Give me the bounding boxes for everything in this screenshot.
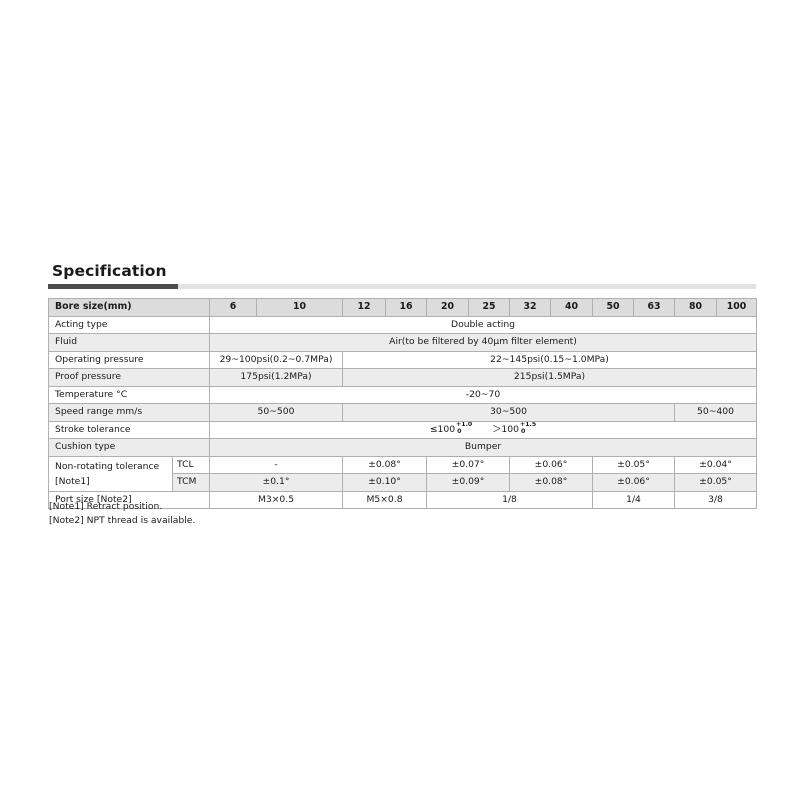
row-label: Acting type (48, 315, 210, 334)
row-label: Temperature °C (48, 385, 210, 404)
footnotes: [Note1] Retract position. [Note2] NPT th… (49, 500, 195, 527)
column-header-bore-100: 100 (716, 298, 757, 317)
column-header-bore-80: 80 (674, 298, 717, 317)
column-header-bore-40: 40 (550, 298, 593, 317)
column-header-bore-50: 50 (592, 298, 634, 317)
cell-value: ±0.04° (674, 455, 757, 474)
cell-value: ±0.05° (592, 455, 675, 474)
cell-value: 3/8 (674, 490, 757, 509)
cell-value: Bumper (209, 438, 757, 457)
cell-value: ±0.1° (209, 473, 343, 492)
footnote-1: [Note1] Retract position. (49, 501, 163, 512)
cell-value: 50~500 (209, 403, 343, 422)
row-label: Speed range mm/s (48, 403, 210, 422)
title-underline-rule (48, 284, 756, 289)
cell-value: ±0.09° (426, 473, 510, 492)
cell-value: ±0.05° (674, 473, 757, 492)
cell-value: 50~400 (674, 403, 757, 422)
cell-value: ±0.08° (342, 455, 427, 474)
column-header-bore-12: 12 (342, 298, 386, 317)
specification-table: Bore size(mm) 6 10 12 16 20 25 32 40 50 63 80 100 Act… (48, 298, 757, 509)
cell-value: - (209, 455, 343, 474)
table-row: Speed range mm/s 50~500 30~500 50~400 (48, 403, 757, 422)
specification-title-block: Specification (48, 262, 756, 289)
page-title: Specification (52, 262, 167, 280)
table-row: Acting type Double acting (48, 315, 757, 334)
cell-value: ±0.06° (592, 473, 675, 492)
non-rotating-label-line1: Non-rotating tolerance (55, 460, 160, 472)
column-header-bore-size: Bore size(mm) (48, 298, 210, 317)
table-row: Temperature °C -20~70 (48, 385, 757, 404)
footnote-2: [Note2] NPT thread is available. (49, 514, 196, 526)
row-label: Fluid (48, 333, 210, 352)
cell-value: 22~145psi(0.15~1.0MPa) (342, 350, 757, 369)
table-row: Proof pressure 175psi(1.2MPa) 215psi(1.5MP… (48, 368, 757, 387)
table-row: Stroke tolerance ≤100 +1.0 0 ＞100 +1.5 0 (48, 420, 757, 439)
column-header-bore-6: 6 (209, 298, 257, 317)
cell-value: ±0.10° (342, 473, 427, 492)
cell-value: 1/4 (592, 490, 675, 509)
cell-value: Air(to be filtered by 40μm filter elemen… (209, 333, 757, 352)
cell-value: -20~70 (209, 385, 757, 404)
table-row: Cushion type Bumper (48, 438, 757, 457)
cell-value: ±0.07° (426, 455, 510, 474)
column-header-bore-20: 20 (426, 298, 469, 317)
row-label: Cushion type (48, 438, 210, 457)
sub-label-tcm: TCM (172, 473, 210, 492)
sub-label-tcl: TCL (172, 455, 210, 474)
stroke-tolerance-value: ≤100 +1.0 0 ＞100 +1.5 0 (209, 420, 757, 439)
table-header-row: Bore size(mm) 6 10 12 16 20 25 32 40 50 63 80 100 (48, 298, 757, 317)
cell-value: 215psi(1.5MPa) (342, 368, 757, 387)
row-label: Port size [Note2] (48, 490, 210, 509)
table-row: Port size [Note2] M3×0.5 M5×0.8 1/8 1/4 3/8 (48, 490, 757, 509)
cell-value: ±0.06° (509, 455, 593, 474)
row-label: Operating pressure (48, 350, 210, 369)
row-label: Stroke tolerance (48, 420, 210, 439)
cell-value: ±0.08° (509, 473, 593, 492)
non-rotating-label-line2: [Note1] (55, 475, 90, 487)
row-label: Proof pressure (48, 368, 210, 387)
column-header-bore-16: 16 (385, 298, 427, 317)
cell-value: 30~500 (342, 403, 675, 422)
table-row: Non-rotating tolerance [Note1] TCL - ±0.08° ±… (48, 455, 757, 492)
column-header-bore-32: 32 (509, 298, 551, 317)
cell-value: Double acting (209, 315, 757, 334)
cell-value: 29~100psi(0.2~0.7MPa) (209, 350, 343, 369)
table-row: Operating pressure 29~100psi(0.2~0.7MPa) 2… (48, 350, 757, 369)
cell-value: M5×0.8 (342, 490, 427, 509)
table-row: Fluid Air(to be filtered by 40μm filter e… (48, 333, 757, 352)
column-header-bore-10: 10 (256, 298, 343, 317)
column-header-bore-25: 25 (468, 298, 510, 317)
cell-value: 1/8 (426, 490, 593, 509)
column-header-bore-63: 63 (633, 298, 675, 317)
cell-value: M3×0.5 (209, 490, 343, 509)
row-label-non-rotating-tolerance: Non-rotating tolerance [Note1] (48, 455, 173, 492)
cell-value: 175psi(1.2MPa) (209, 368, 343, 387)
